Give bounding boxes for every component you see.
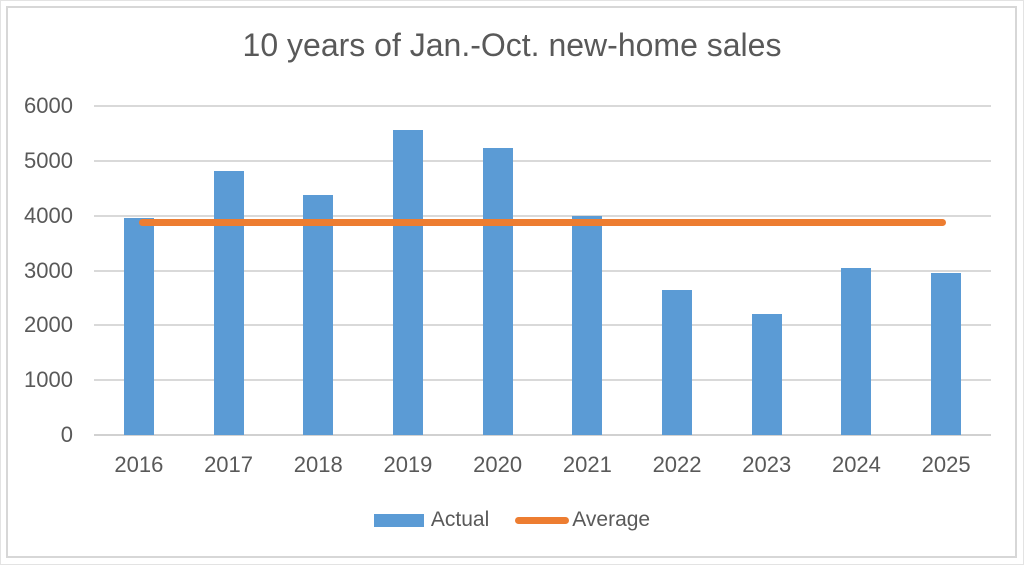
plot-area [94, 105, 991, 436]
x-axis-label-2019: 2019 [383, 452, 433, 477]
y-axis-label-1000: 1000 [24, 367, 73, 393]
gridline-4000 [94, 214, 991, 217]
bar-2018 [303, 194, 334, 435]
gridline-5000 [94, 159, 991, 162]
y-axis-label-2000: 2000 [24, 312, 73, 338]
bar-2020 [482, 147, 513, 435]
average-swatch-icon [515, 516, 570, 524]
legend-item-actual: Actual [373, 508, 490, 532]
bar-2022 [662, 289, 693, 435]
bar-2024 [841, 267, 872, 435]
gridline-0 [94, 434, 991, 436]
y-axis-label-4000: 4000 [24, 202, 73, 228]
gridline-2000 [94, 324, 991, 327]
legend: Actual Average [1, 506, 1023, 534]
x-axis-label-2023: 2023 [742, 452, 792, 477]
x-axis-label-2025: 2025 [921, 452, 971, 477]
x-axis-label-2020: 2020 [473, 452, 523, 477]
gridline-3000 [94, 269, 991, 272]
bar-2016 [123, 218, 154, 435]
y-axis-label-0: 0 [60, 422, 73, 447]
gridline-6000 [94, 105, 991, 107]
bar-2021 [572, 215, 603, 435]
actual-swatch-icon [373, 513, 424, 527]
x-axis-label-2017: 2017 [204, 452, 254, 477]
y-axis-label-5000: 5000 [24, 147, 73, 173]
legend-item-average: Average [515, 508, 650, 532]
y-axis-label-6000: 6000 [24, 93, 73, 118]
x-axis-label-2022: 2022 [652, 452, 702, 477]
chart-title: 10 years of Jan.-Oct. new-home sales [242, 27, 782, 63]
legend-label-average: Average [572, 508, 651, 531]
bar-2019 [392, 129, 423, 435]
x-axis-label-2021: 2021 [562, 452, 612, 477]
gridline-1000 [94, 379, 991, 382]
x-axis-label-2024: 2024 [831, 452, 881, 477]
legend-label-actual: Actual [430, 508, 490, 531]
x-axis-label-2018: 2018 [293, 452, 343, 477]
average-line [138, 218, 947, 226]
y-axis-label-3000: 3000 [24, 257, 73, 283]
bar-2025 [931, 273, 962, 435]
bar-2017 [213, 171, 244, 435]
x-axis-label-2016: 2016 [114, 452, 164, 477]
bar-2023 [751, 313, 782, 435]
